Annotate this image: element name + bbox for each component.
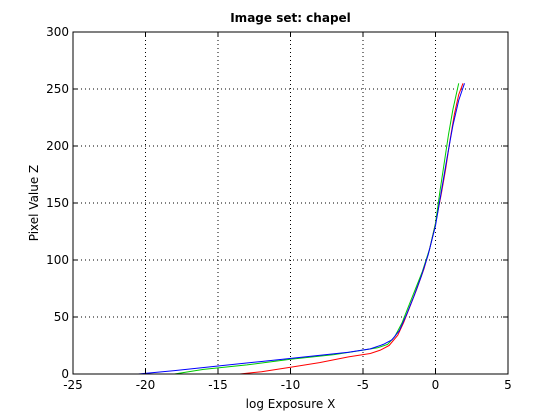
series-layer	[138, 83, 465, 375]
x-tick-label: -15	[208, 378, 228, 392]
series-line	[174, 83, 460, 375]
x-tick-label: -25	[63, 378, 83, 392]
series-line	[138, 83, 465, 375]
plot-area	[73, 32, 508, 374]
x-tick-label: 0	[432, 378, 440, 392]
x-tick-label: -10	[281, 378, 301, 392]
x-tick-label: 5	[504, 378, 512, 392]
x-tick-label: -20	[136, 378, 156, 392]
grid	[73, 32, 508, 374]
x-tick-label: -5	[357, 378, 369, 392]
y-tick-label: 50	[54, 310, 69, 324]
chart-title: Image set: chapel	[230, 11, 351, 25]
y-tick-label: 0	[61, 367, 69, 381]
y-tick-label: 150	[46, 196, 69, 210]
x-axis-label: log Exposure X	[246, 397, 336, 411]
y-tick-label: 300	[46, 25, 69, 39]
y-tick-label: 100	[46, 253, 69, 267]
y-tick-label: 250	[46, 82, 69, 96]
y-tick-label: 200	[46, 139, 69, 153]
y-axis-label: Pixel Value Z	[27, 165, 41, 242]
